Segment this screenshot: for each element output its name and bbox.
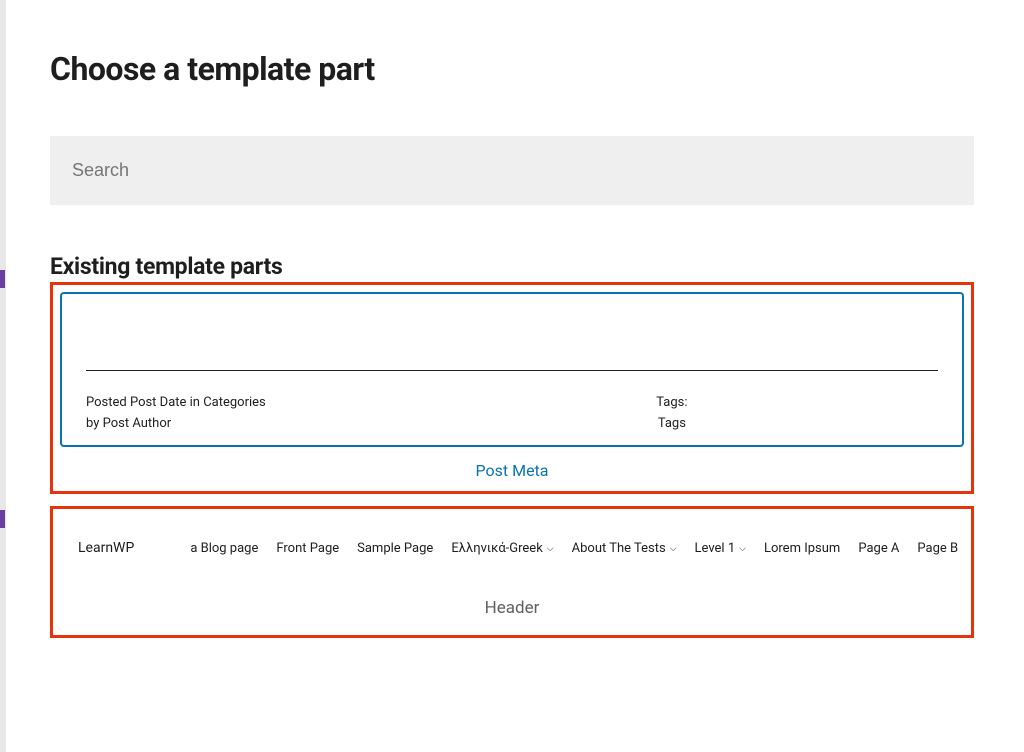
template-card-post-meta[interactable]: Posted Post Date in Categories by Post A… [50,282,974,494]
nav-item-label: Level 1 [695,541,736,556]
chevron-down-icon: ⌵ [739,544,746,554]
nav-item: Level 1⌵ [695,541,746,556]
template-preview-post-meta: Posted Post Date in Categories by Post A… [60,292,964,447]
nav-item-label: Page A [858,541,899,556]
search-input[interactable] [50,136,974,205]
template-parts-list: Posted Post Date in Categories by Post A… [50,282,974,638]
nav-item: a Blog page [190,541,258,556]
preview-meta-posted-line: Posted Post Date in Categories [86,395,266,410]
preview-divider [86,370,938,371]
modal-title: Choose a template part [50,50,974,88]
preview-meta-row: Posted Post Date in Categories by Post A… [86,395,938,431]
preview-spacer [86,312,938,370]
template-label-header: Header [78,556,946,618]
editor-edge-marker [0,510,5,528]
nav-item-label: Ελληνικά-Greek [451,541,542,556]
preview-meta-by-line: by Post Author [86,416,266,431]
preview-meta-center: Tags: Tags [266,395,938,431]
nav-item: Sample Page [357,541,433,556]
nav-item: Front Page [276,541,339,556]
nav-item: Page B [917,541,958,556]
nav-item-label: Front Page [276,541,339,556]
template-part-modal: Choose a template part Existing template… [0,0,1024,638]
template-card-header[interactable]: LearnWP a Blog page Front Page Sample Pa… [50,506,974,638]
editor-edge-marker [0,270,5,288]
nav-item-label: a Blog page [190,541,258,556]
nav-item-label: Lorem Ipsum [764,541,840,556]
nav-item: Ελληνικά-Greek ⌵ [451,541,553,556]
existing-parts-heading: Existing template parts [50,253,974,280]
chevron-down-icon: ⌵ [547,544,554,554]
preview-meta-left: Posted Post Date in Categories by Post A… [86,395,266,431]
editor-left-edge [0,0,6,752]
nav-item-label: Page B [917,541,958,556]
template-preview-header: LearnWP a Blog page Front Page Sample Pa… [60,516,964,628]
nav-item: Lorem Ipsum [764,541,840,556]
preview-meta-tags-label: Tags: [406,395,938,410]
preview-site-title: LearnWP [78,540,134,556]
template-label-post-meta: Post Meta [60,447,964,484]
nav-item-label: Sample Page [357,541,433,556]
chevron-down-icon: ⌵ [670,544,677,554]
nav-item: About The Tests ⌵ [572,541,677,556]
nav-item: Page A [858,541,899,556]
preview-header-nav: LearnWP a Blog page Front Page Sample Pa… [78,540,946,556]
preview-nav-items: a Blog page Front Page Sample Page Ελλην… [190,541,958,556]
nav-item-label: About The Tests [572,541,666,556]
preview-meta-tags-value: Tags [406,416,938,431]
